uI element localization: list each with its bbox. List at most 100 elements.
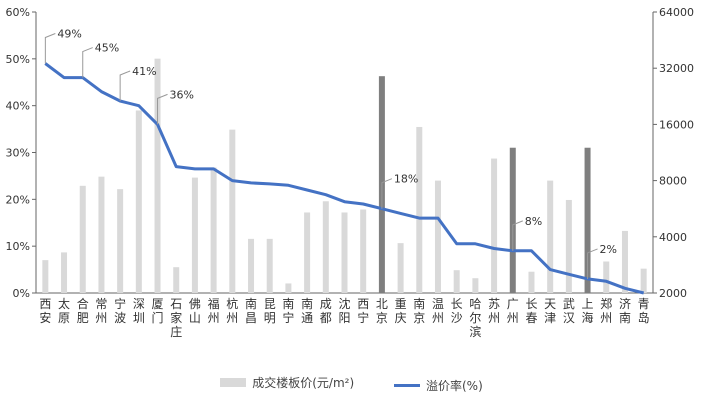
bar [397, 243, 404, 293]
legend-swatch-line [393, 384, 420, 387]
y-left-tick-label: 60% [6, 6, 30, 19]
annotation-label: 45% [95, 42, 119, 55]
bar [42, 260, 49, 293]
bar [640, 268, 647, 293]
annotation-leader [44, 33, 56, 64]
bar [547, 180, 554, 293]
x-tick-label: 重庆 [395, 297, 407, 325]
x-tick-label: 南宁 [282, 296, 294, 325]
x-tick-label: 上海 [582, 297, 594, 325]
bar [210, 167, 217, 293]
bar [98, 176, 105, 293]
annotation-label: 18% [394, 173, 418, 186]
x-tick-label: 青岛 [638, 297, 650, 325]
bar [61, 252, 68, 293]
annotation-label: 49% [57, 28, 81, 41]
bar-highlight [584, 147, 591, 293]
x-tick-label: 天津 [544, 297, 556, 325]
annotation-leader [157, 93, 168, 125]
y-right-tick-label: 8000 [659, 175, 687, 188]
y-left-tick-label: 30% [6, 147, 30, 160]
x-tick-label: 武汉 [563, 297, 575, 325]
x-tick-label: 西宁 [357, 297, 369, 325]
y-right-tick-label: 16000 [659, 118, 694, 131]
bar [565, 199, 572, 293]
x-tick-label: 合肥 [77, 296, 89, 325]
annotation-leader [587, 248, 598, 279]
x-tick-label: 北京 [376, 297, 388, 325]
annotation-leader [512, 220, 523, 251]
y-right-tick-label: 2000 [659, 287, 687, 300]
x-tick-label: 厦门 [152, 297, 164, 325]
bar-highlight [509, 147, 516, 293]
x-tick-label: 长沙 [451, 297, 463, 325]
bar [135, 110, 142, 293]
legend-swatch-bar [220, 378, 247, 387]
x-tick-label: 哈尔滨 [469, 297, 481, 339]
bar [248, 238, 255, 293]
bar [191, 177, 198, 293]
bar [229, 129, 236, 293]
annotation-leader [82, 47, 93, 78]
bar [117, 189, 124, 293]
bar [472, 278, 479, 293]
y-left-tick-label: 40% [6, 100, 30, 113]
bar [621, 230, 628, 293]
y-right-tick-label: 32000 [659, 62, 694, 75]
legend-label-line: 溢价率(%) [425, 379, 483, 393]
bar [173, 267, 180, 293]
y-right-tick-label: 64000 [659, 6, 694, 19]
bar [154, 58, 161, 294]
bar [304, 212, 311, 293]
annotation-label: 2% [600, 243, 617, 256]
x-tick-label: 佛山 [189, 297, 201, 325]
x-tick-label: 广州 [507, 297, 519, 325]
bar [528, 271, 535, 293]
y-left-tick-label: 50% [6, 53, 30, 66]
bar [491, 158, 498, 293]
x-tick-label: 太原 [58, 296, 70, 325]
x-tick-label: 郑州 [600, 296, 612, 325]
annotation-label: 8% [525, 215, 542, 228]
y-right-tick-label: 4000 [659, 231, 687, 244]
x-tick-label: 西安 [39, 297, 51, 325]
x-tick-label: 石家庄 [170, 297, 182, 339]
x-tick-label: 南通 [301, 296, 313, 325]
bar [285, 283, 292, 293]
y-left-tick-label: 0% [13, 287, 30, 300]
annotation-leader [119, 70, 131, 101]
bar [416, 126, 423, 293]
bar [266, 238, 273, 293]
x-tick-label: 长春 [525, 297, 537, 325]
legend-label-bars: 成交楼板价(元/m²) [252, 376, 355, 390]
annotation-label: 41% [132, 65, 156, 78]
x-tick-label: 宁波 [114, 296, 126, 325]
x-tick-label: 杭州 [226, 296, 238, 325]
x-tick-label: 南昌 [245, 296, 257, 325]
bar [603, 261, 610, 293]
bar [79, 185, 86, 293]
x-tick-label: 福州 [208, 296, 220, 325]
legend-item-bars: 成交楼板价(元/m²) [220, 374, 354, 391]
x-tick-label: 沈阳 [338, 296, 350, 325]
annotation-leader [381, 178, 393, 209]
x-tick-label: 深圳 [133, 297, 145, 325]
bar [322, 201, 329, 293]
annotation-label: 36% [170, 88, 194, 101]
x-tick-label: 常州 [95, 297, 107, 325]
y-left-tick-label: 10% [6, 240, 30, 253]
legend-item-line: 溢价率(%) [393, 377, 483, 394]
x-tick-label: 苏州 [488, 297, 500, 325]
y-left-tick-label: 20% [6, 193, 30, 206]
premium-rate-line [44, 62, 645, 295]
bar [341, 212, 348, 293]
x-tick-label: 济南 [619, 296, 631, 325]
x-tick-label: 温州 [432, 297, 444, 325]
x-tick-label: 成都 [320, 297, 332, 325]
x-tick-label: 南京 [413, 296, 425, 325]
x-tick-label: 昆明 [264, 297, 276, 325]
legend: 成交楼板价(元/m²) 溢价率(%) [0, 374, 703, 394]
bar [453, 270, 460, 293]
bar [434, 180, 441, 293]
